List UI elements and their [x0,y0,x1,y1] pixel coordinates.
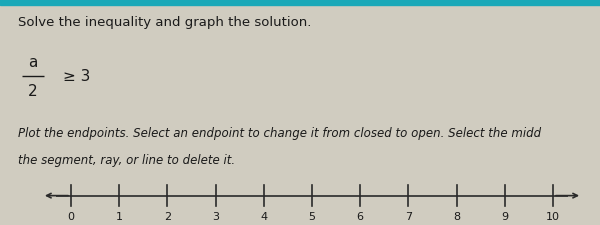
Text: Plot the endpoints. Select an endpoint to change it from closed to open. Select : Plot the endpoints. Select an endpoint t… [18,126,541,139]
Text: 2: 2 [164,211,171,221]
Text: 8: 8 [453,211,460,221]
Text: the segment, ray, or line to delete it.: the segment, ray, or line to delete it. [18,153,235,166]
Text: Solve the inequality and graph the solution.: Solve the inequality and graph the solut… [18,16,311,29]
Text: a: a [28,54,38,69]
Text: 4: 4 [260,211,268,221]
Text: 5: 5 [308,211,316,221]
Text: 10: 10 [546,211,560,221]
Bar [0,0,600,6]
Text: ≥ 3: ≥ 3 [63,69,91,84]
Text: 1: 1 [116,211,122,221]
Text: 6: 6 [357,211,364,221]
Text: 3: 3 [212,211,219,221]
Text: 2: 2 [28,84,38,99]
Text: 9: 9 [501,211,508,221]
Text: 0: 0 [67,211,74,221]
Text: 7: 7 [405,211,412,221]
